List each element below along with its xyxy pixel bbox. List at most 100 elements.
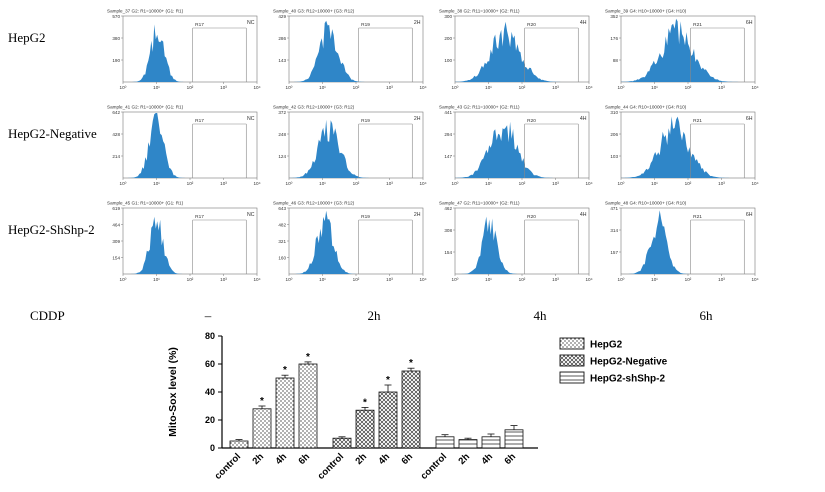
y-tick-label: 0 (210, 443, 215, 453)
x-tick-label: 10¹ (153, 277, 160, 282)
x-tick-label: 10⁴ (585, 277, 592, 282)
significance-marker: * (260, 396, 264, 407)
cddp-timepoint-6h: 6h (699, 308, 713, 323)
bar-HepG2-Negative-6h (401, 370, 421, 449)
legend-label: HepG2-Negative (590, 357, 668, 368)
x-tick-label: 10¹ (319, 85, 326, 90)
x-tick-label: 10⁴ (253, 85, 260, 90)
plot-frame (122, 15, 258, 83)
x-tick-label: 10⁴ (419, 277, 426, 282)
histogram-curve (621, 18, 755, 82)
y-tick-label: 372 (278, 110, 286, 115)
y-tick-label: 570 (112, 14, 120, 19)
flow-histogram-panel: Sample_38 G2: R11=10000+ (G2: R11)300 200… (439, 9, 593, 91)
y-tick-label: 157 (610, 250, 618, 255)
cddp-label: CDDP (30, 308, 65, 323)
x-tick-label: 4h (479, 451, 495, 467)
x-tick-label: 10⁰ (452, 181, 459, 186)
flow-histogram-panel: Sample_40 G3: R12=10000+ (G3: R12)429 286… (273, 9, 427, 91)
plot-frame (454, 207, 590, 275)
flow-row-hepg2-shshp-2: HepG2-ShShp-2 Sample_45 G1: R1=10000+ (G1… (0, 198, 825, 286)
x-tick-label: 10² (519, 277, 526, 282)
x-tick-label: 2h (250, 451, 266, 467)
condition-label: 6H (746, 212, 753, 218)
condition-label: 4H (580, 212, 587, 218)
y-tick-label: 441 (444, 110, 452, 115)
y-tick-label: 643 (278, 206, 286, 211)
x-tick-label: 10⁰ (452, 85, 459, 90)
x-tick-label: 6h (502, 451, 518, 467)
flow-panel-cell: Sample_37 G2: R1=10000+ (G1: R1) 570 380 19… (103, 6, 269, 94)
histogram-curve (455, 121, 589, 178)
x-tick-label: 10³ (220, 85, 227, 90)
bar-chart-svg: 0 20 40 60 80 Mito-Sox level (%) control * 2h * 4h… (167, 331, 668, 482)
y-tick-label: 88 (613, 58, 619, 63)
x-tick-label: 10⁴ (419, 85, 426, 90)
significance-marker: * (409, 358, 413, 369)
x-tick-label: 10⁰ (452, 277, 459, 282)
y-tick-label: 286 (278, 36, 286, 41)
y-tick-label: 20 (205, 415, 215, 425)
x-tick-label: 10² (685, 277, 692, 282)
bar-HepG2-control (229, 440, 249, 449)
x-tick-label: 10³ (552, 277, 559, 282)
legend-swatch-stipple (559, 337, 585, 350)
condition-label: 2H (414, 116, 421, 122)
x-tick-label: 10¹ (485, 277, 492, 282)
mitosox-bar-chart: 0 20 40 60 80 Mito-Sox level (%) control * 2h * 4h… (162, 330, 702, 492)
y-tick-label: 308 (444, 228, 452, 233)
gate-label: R17 (195, 118, 204, 124)
x-tick-label: 10⁰ (286, 277, 293, 282)
significance-marker: * (306, 352, 310, 363)
panel-title: Sample_47 G2: R11=10000+ (G2: R11) (439, 201, 520, 206)
x-tick-label: 10² (353, 277, 360, 282)
x-tick-label: 6h (296, 451, 312, 467)
x-tick-label: 10² (353, 85, 360, 90)
legend-swatch-crosshatch (559, 354, 585, 367)
y-tick-label: 190 (112, 58, 120, 63)
y-tick-label: 40 (205, 387, 215, 397)
panel-title: Sample_41 G2: R1=10000+ (G1: R1) (107, 105, 184, 110)
y-tick-label: 464 (112, 222, 120, 227)
y-tick-label: 100 (444, 58, 452, 63)
histogram-curve (455, 216, 589, 274)
x-tick-label: 10² (353, 181, 360, 186)
x-tick-label: 2h (456, 451, 472, 467)
flow-histogram-panel: Sample_46 G3: R12=10000+ (G3: R12)643 482… (273, 201, 427, 283)
gate-label: R21 (693, 118, 702, 124)
bar-HepG2-shShp-2-6h (504, 429, 524, 449)
y-tick-label: 352 (610, 14, 618, 19)
y-tick-label: 321 (278, 239, 286, 244)
y-tick-label: 176 (610, 36, 618, 41)
x-tick-label: 10¹ (651, 277, 658, 282)
panel-title: Sample_43 G2: R11=10000+ (G2: R11) (439, 105, 520, 110)
row-label: HepG2-Negative (8, 126, 97, 141)
condition-label: 6H (746, 20, 753, 26)
x-tick-label: 10¹ (485, 85, 492, 90)
histogram-curve (289, 20, 423, 82)
cddp-timepoint-4h: 4h (533, 308, 547, 323)
histogram-curve (289, 119, 423, 178)
histogram-curve (123, 216, 257, 274)
significance-marker: * (363, 397, 367, 408)
histogram-curve (289, 210, 423, 274)
x-tick-label: 10¹ (651, 85, 658, 90)
x-tick-label: 10² (187, 277, 194, 282)
bar-HepG2-6h (298, 363, 318, 449)
gate-label: R20 (527, 22, 536, 28)
flow-histogram-panel: Sample_42 G3: R12=10000+ (G3: R12)372 248… (273, 105, 427, 187)
x-tick-label: control (419, 451, 450, 482)
x-tick-label: 10³ (386, 181, 393, 186)
flow-histogram-panel: Sample_47 G2: R11=10000+ (G2: R11)462 308… (439, 201, 593, 283)
x-tick-label: 10¹ (319, 277, 326, 282)
y-tick-label: 248 (278, 132, 286, 137)
flow-panel-cell: Sample_45 G1: R1=10000+ (G1: R1) 619 464 30… (103, 198, 269, 286)
flow-panel-cell: Sample_40 G3: R12=10000+ (G3: R12) 429 286… (269, 6, 435, 94)
y-tick-label: 300 (444, 14, 452, 19)
x-tick-label: 10² (685, 181, 692, 186)
x-tick-label: 10⁴ (585, 85, 592, 90)
y-tick-label: 154 (112, 255, 120, 260)
flow-panel-cell: Sample_44 G4: R10=10000+ (G4: R10) 310 206… (601, 102, 767, 190)
significance-marker: * (283, 365, 287, 376)
x-tick-label: 10⁴ (751, 277, 758, 282)
